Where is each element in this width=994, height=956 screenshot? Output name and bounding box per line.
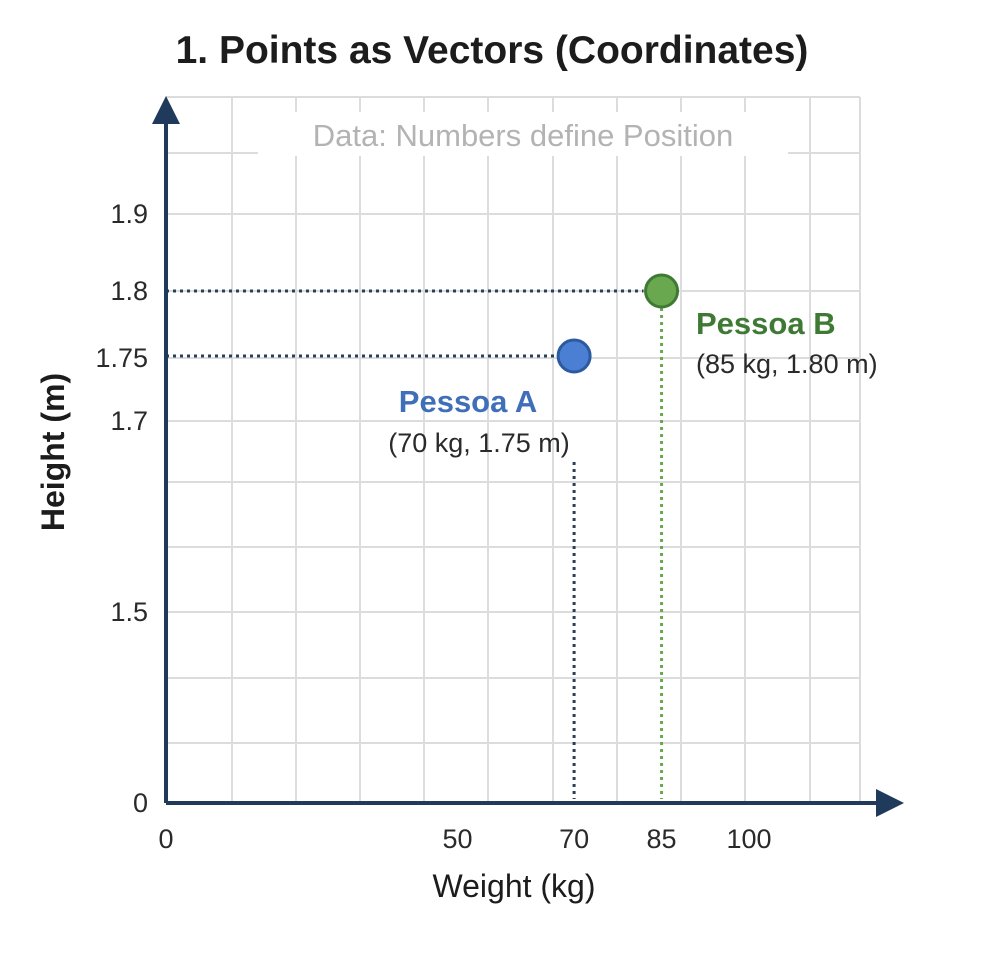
y-tick-labels: 0 1.5 1.7 1.75 1.8 1.9 xyxy=(95,199,148,818)
data-point xyxy=(556,338,592,374)
point-coordinates-label: (70 kg, 1.75 m) xyxy=(388,428,570,458)
y-tick-label: 1.9 xyxy=(110,199,148,229)
y-tick-label: 1.75 xyxy=(95,343,148,373)
x-tick-label: 50 xyxy=(442,824,472,854)
data-points xyxy=(556,273,680,374)
x-tick-labels: 0 50 70 85 100 xyxy=(158,824,771,854)
x-tick-label: 85 xyxy=(647,824,677,854)
x-tick-label: 70 xyxy=(559,824,589,854)
y-tick-label: 1.5 xyxy=(110,597,148,627)
x-axis-label: Weight (kg) xyxy=(432,868,595,904)
point-coordinates-label: (85 kg, 1.80 m) xyxy=(696,349,878,379)
y-tick-label: 0 xyxy=(133,788,148,818)
point-labels: Pessoa A (70 kg, 1.75 m) Pessoa B (85 kg, 1… xyxy=(388,306,877,458)
point-name-label: Pessoa A xyxy=(399,384,537,419)
x-axis-arrow-icon xyxy=(876,789,904,817)
y-tick-label: 1.7 xyxy=(110,406,148,436)
point-name-label: Pessoa B xyxy=(696,306,836,341)
chart-subtitle: Data: Numbers define Position xyxy=(313,118,733,153)
chart-title: 1. Points as Vectors (Coordinates) xyxy=(176,29,809,72)
guide-lines xyxy=(166,289,664,799)
y-tick-label: 1.8 xyxy=(110,276,148,306)
y-axis-arrow-icon xyxy=(152,96,180,124)
subtitle-background xyxy=(258,112,788,156)
x-tick-label: 0 xyxy=(158,824,173,854)
x-tick-label: 100 xyxy=(726,824,771,854)
data-point xyxy=(644,273,680,309)
axes xyxy=(152,96,904,817)
y-axis-label: Height (m) xyxy=(35,373,71,531)
